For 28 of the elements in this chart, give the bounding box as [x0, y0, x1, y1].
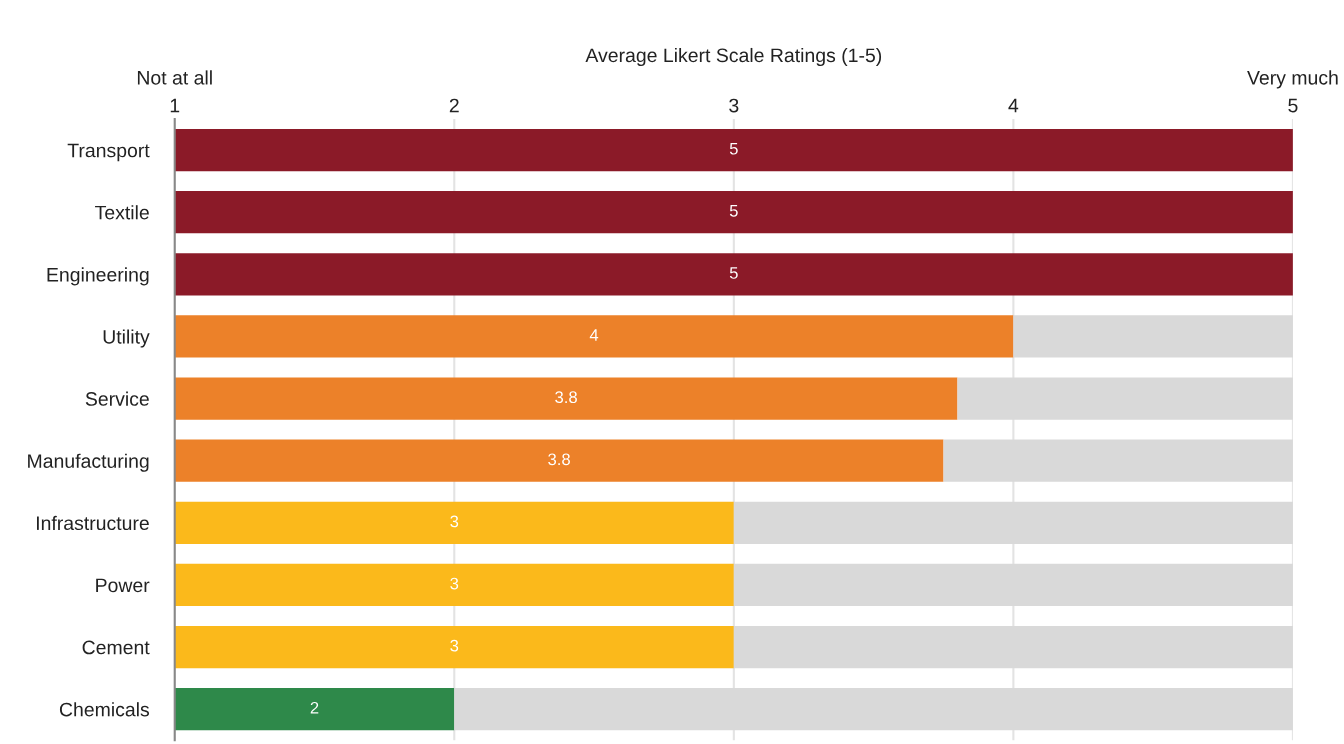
data-label: 3: [450, 515, 459, 528]
y-tick-label: Engineering: [47, 267, 149, 286]
x-tick-label: 4: [1008, 98, 1019, 113]
x-tick-label: 2: [449, 98, 459, 113]
x-tick-label: 1: [170, 98, 180, 113]
data-label: 3.8: [555, 391, 577, 404]
y-tick-label: Service: [85, 391, 149, 406]
y-tick-label: Cement: [82, 640, 150, 655]
text: Not at all: [137, 70, 212, 85]
x-tick-label: 5: [1288, 98, 1298, 113]
x-axis-title: Average Likert Scale Ratings (1-5): [585, 47, 882, 67]
y-tick-label: Transport: [67, 143, 150, 162]
y-tick-label: Chemicals: [59, 702, 150, 717]
data-label: 5: [729, 267, 738, 279]
data-label: 3.8: [548, 453, 570, 466]
text: Very much: [1247, 70, 1338, 89]
data-label: 3: [450, 577, 459, 590]
data-label: 5: [729, 142, 738, 155]
data-label: 5: [729, 205, 738, 217]
y-tick-label: Power: [96, 578, 150, 593]
y-tick-label: Manufacturing: [28, 453, 149, 472]
data-label: 2: [310, 701, 319, 714]
y-tick-label: Utility: [103, 329, 150, 348]
data-label: 4: [589, 329, 599, 341]
y-tick-label: Infrastructure: [36, 515, 149, 531]
y-tick-label: Textile: [95, 205, 149, 220]
data-label: 3: [450, 639, 459, 652]
x-tick-label: 3: [729, 98, 739, 113]
